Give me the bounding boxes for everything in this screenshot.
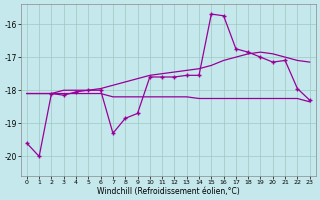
X-axis label: Windchill (Refroidissement éolien,°C): Windchill (Refroidissement éolien,°C) [97,187,240,196]
